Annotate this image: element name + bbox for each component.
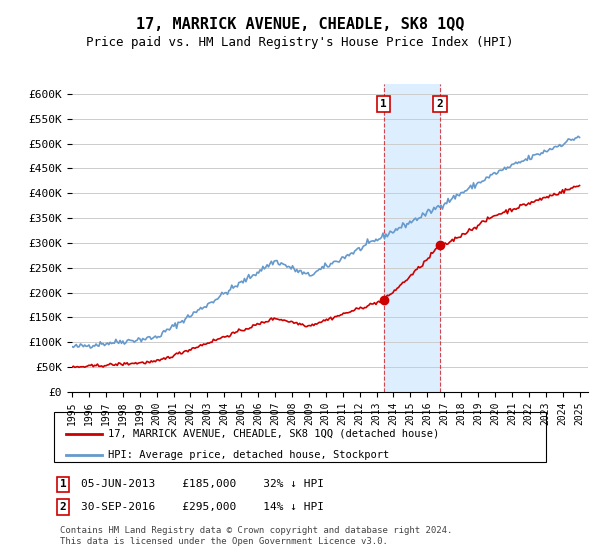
Text: Price paid vs. HM Land Registry's House Price Index (HPI): Price paid vs. HM Land Registry's House …: [86, 36, 514, 49]
Text: 05-JUN-2013    £185,000    32% ↓ HPI: 05-JUN-2013 £185,000 32% ↓ HPI: [81, 479, 324, 489]
Text: 17, MARRICK AVENUE, CHEADLE, SK8 1QQ: 17, MARRICK AVENUE, CHEADLE, SK8 1QQ: [136, 17, 464, 32]
Text: Contains HM Land Registry data © Crown copyright and database right 2024.
This d: Contains HM Land Registry data © Crown c…: [60, 526, 452, 546]
Text: 1: 1: [380, 99, 387, 109]
Text: 30-SEP-2016    £295,000    14% ↓ HPI: 30-SEP-2016 £295,000 14% ↓ HPI: [81, 502, 324, 512]
Text: 17, MARRICK AVENUE, CHEADLE, SK8 1QQ (detached house): 17, MARRICK AVENUE, CHEADLE, SK8 1QQ (de…: [108, 429, 439, 439]
Text: 2: 2: [59, 502, 67, 512]
Bar: [383, 84, 440, 392]
Text: 2: 2: [437, 99, 443, 109]
Text: HPI: Average price, detached house, Stockport: HPI: Average price, detached house, Stoc…: [108, 450, 389, 460]
Text: 1: 1: [59, 479, 67, 489]
